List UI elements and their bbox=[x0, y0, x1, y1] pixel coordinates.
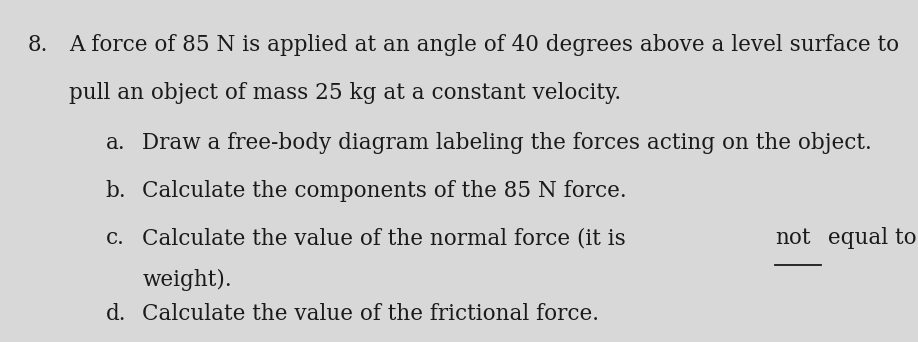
Text: not: not bbox=[776, 227, 811, 249]
Text: d.: d. bbox=[106, 303, 126, 325]
Text: a.: a. bbox=[106, 132, 125, 154]
Text: Calculate the value of the normal force (it is: Calculate the value of the normal force … bbox=[142, 227, 633, 249]
Text: b.: b. bbox=[106, 180, 126, 201]
Text: equal to the object’s: equal to the object’s bbox=[822, 227, 918, 249]
Text: 8.: 8. bbox=[28, 34, 48, 56]
Text: c.: c. bbox=[106, 227, 125, 249]
Text: pull an object of mass 25 kg at a constant velocity.: pull an object of mass 25 kg at a consta… bbox=[69, 82, 621, 104]
Text: Calculate the components of the 85 N force.: Calculate the components of the 85 N for… bbox=[142, 180, 627, 201]
Text: A force of 85 N is applied at an angle of 40 degrees above a level surface to: A force of 85 N is applied at an angle o… bbox=[69, 34, 899, 56]
Text: Calculate the value of the frictional force.: Calculate the value of the frictional fo… bbox=[142, 303, 599, 325]
Text: weight).: weight). bbox=[142, 268, 232, 291]
Text: Draw a free-body diagram labeling the forces acting on the object.: Draw a free-body diagram labeling the fo… bbox=[142, 132, 872, 154]
